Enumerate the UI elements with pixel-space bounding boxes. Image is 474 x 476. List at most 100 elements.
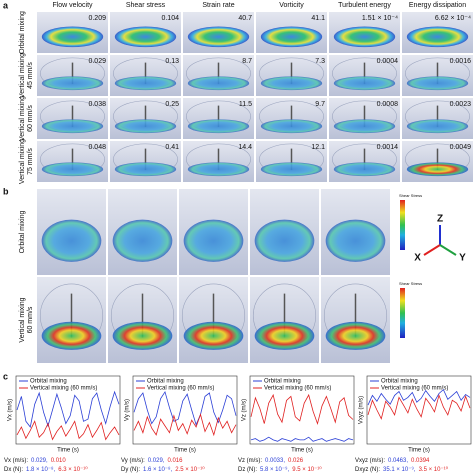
colorbar-title: Shear Stress xyxy=(399,281,422,286)
y-axis-label: Vy (m/s) xyxy=(125,399,131,421)
sim-field xyxy=(114,76,177,91)
cell-value: 12.1 xyxy=(311,144,325,151)
sim-field xyxy=(187,26,250,48)
sim-field xyxy=(114,26,177,48)
summary-value: 1.6 × 10⁻⁸, xyxy=(143,466,173,473)
series-line xyxy=(133,413,237,437)
summary-line: Dy (N): 1.6 × 10⁻⁸, 2.5 × 10⁻¹⁰ xyxy=(121,466,205,473)
cell-value: 0.0016 xyxy=(450,58,472,65)
sim-field xyxy=(406,119,469,134)
legend-label: Vertical mixing (60 mm/s) xyxy=(381,386,448,392)
axis-name: Z xyxy=(437,214,443,225)
row-label: Vertical mixing xyxy=(19,96,26,141)
cell-value: 11.5 xyxy=(239,101,252,108)
sim-field xyxy=(260,162,323,177)
axis-name: X xyxy=(414,253,421,264)
sim-field xyxy=(260,76,323,91)
legend-label: Orbital mixing xyxy=(147,379,184,385)
sim-field xyxy=(406,162,469,177)
summary-value: 0.016 xyxy=(167,458,183,464)
sim-field xyxy=(333,26,396,48)
summary-line: Vx (m/s): 0.029, 0.010 xyxy=(4,458,66,464)
column-header: Turbulent energy xyxy=(338,2,391,9)
cell-value: 0.038 xyxy=(88,101,106,108)
sim-field xyxy=(325,219,386,262)
sim-field xyxy=(183,219,244,262)
axis-name: Y xyxy=(459,253,466,264)
summary-label: Dxyz (N): xyxy=(355,467,380,473)
legend-label: Orbital mixing xyxy=(30,379,67,385)
summary-value: 5.8 × 10⁻⁹, xyxy=(260,466,290,473)
y-axis-label: Vx (m/s) xyxy=(8,399,14,421)
cell-value: 7.3 xyxy=(315,58,325,65)
cell-value: 41.1 xyxy=(311,15,325,22)
cell-value: 40.7 xyxy=(238,15,252,22)
colorbar xyxy=(400,200,405,250)
x-axis-label: Time (s) xyxy=(174,448,196,454)
column-header: Shear stress xyxy=(126,2,166,9)
y-axis-label: Vxyz (m/s) xyxy=(359,396,365,424)
cell-value: 0.0008 xyxy=(377,101,399,108)
sim-field xyxy=(187,76,250,91)
summary-label: Vxyz (m/s): xyxy=(355,458,385,464)
summary-value: 0.029, xyxy=(148,458,165,464)
cell-value: 0.13 xyxy=(165,58,179,65)
summary-line: Vxyz (m/s): 0.0463, 0.0394 xyxy=(355,458,430,464)
row-label: Vertical mixing xyxy=(19,53,26,98)
sim-field xyxy=(406,76,469,91)
cell-value: 6.62 × 10⁻⁴ xyxy=(435,15,471,22)
series-line xyxy=(367,394,471,420)
summary-value: 0.0033, xyxy=(265,458,285,464)
sim-field xyxy=(406,26,469,48)
cell-value: 8.7 xyxy=(242,58,252,65)
summary-line: Dx (N): 1.8 × 10⁻⁸, 6.3 × 10⁻¹⁰ xyxy=(4,466,88,473)
sim-field xyxy=(187,119,250,134)
series-line xyxy=(250,393,354,425)
sim-field xyxy=(187,162,250,177)
cell-value: 0.0049 xyxy=(450,144,472,151)
sim-field xyxy=(41,76,104,91)
row-label: Vertical mixing xyxy=(19,139,26,184)
summary-value: 0.029, xyxy=(31,458,48,464)
sim-field xyxy=(114,119,177,134)
summary-value: 0.010 xyxy=(51,458,67,464)
y-axis-label: Vz (m/s) xyxy=(242,399,248,421)
row-label: 45 mm/s xyxy=(27,62,34,89)
row-label: Orbital mixing xyxy=(19,211,26,254)
panel-label: a xyxy=(3,0,9,10)
series-line xyxy=(367,388,471,406)
series-line xyxy=(250,436,354,442)
cell-value: 14.4 xyxy=(238,144,252,151)
sim-field xyxy=(333,76,396,91)
column-header: Strain rate xyxy=(202,2,234,9)
series-line xyxy=(16,420,120,441)
axis-arrow xyxy=(439,244,457,256)
cell-value: 0.0014 xyxy=(377,144,399,151)
plot-frame xyxy=(132,375,238,445)
cell-value: 0.25 xyxy=(165,101,179,108)
summary-line: Dxyz (N): 35.1 × 10⁻⁹, 3.5 × 10⁻¹⁰ xyxy=(355,466,449,473)
sim-field xyxy=(41,162,104,177)
cell-value: 1.51 × 10⁻⁴ xyxy=(362,15,398,22)
cell-value: 0.104 xyxy=(161,15,179,22)
cell-value: 0.048 xyxy=(88,144,106,151)
sim-field xyxy=(254,219,315,262)
sim-field xyxy=(114,162,177,177)
summary-value: 3.5 × 10⁻¹⁰ xyxy=(419,466,449,473)
column-header: Vorticity xyxy=(279,2,304,9)
summary-label: Dy (N): xyxy=(121,467,140,473)
summary-value: 0.0394 xyxy=(411,458,430,464)
x-axis-label: Time (s) xyxy=(57,448,79,454)
cell-value: 0.029 xyxy=(88,58,106,65)
x-axis-label: Time (s) xyxy=(408,448,430,454)
column-header: Flow velocity xyxy=(52,2,93,9)
summary-value: 0.0463, xyxy=(388,458,408,464)
summary-label: Vx (m/s): xyxy=(4,458,28,464)
sim-field xyxy=(41,119,104,134)
column-header: Energy dissipation xyxy=(409,2,466,9)
cell-value: 0.209 xyxy=(88,15,106,22)
summary-value: 1.8 × 10⁻⁸, xyxy=(26,466,56,473)
row-label: 60 mm/s xyxy=(27,105,34,132)
summary-value: 9.5 × 10⁻¹⁰ xyxy=(292,466,322,473)
